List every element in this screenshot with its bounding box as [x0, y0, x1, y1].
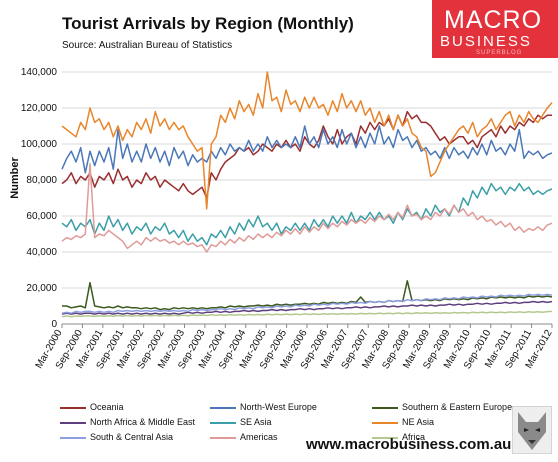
series-line-se-asia: [61, 182, 553, 246]
legend-item: South & Central Asia: [60, 432, 173, 442]
series-line-southern-eastern-europe: [62, 280, 553, 311]
legend-label: Africa: [402, 432, 426, 442]
logo-line-2: BUSINESS: [440, 33, 532, 50]
x-axis-ticks: Mar-2000Sep-2000Mar-2001Sep-2001Mar-2002…: [34, 324, 555, 371]
series-line-americas: [61, 163, 553, 253]
chart-series-lines: [61, 71, 553, 318]
legend-label: Americas: [240, 432, 278, 442]
legend-label: South & Central Asia: [90, 432, 174, 442]
logo-line-3: SUPERBLOG: [476, 50, 523, 56]
legend-swatch: [60, 421, 86, 424]
chart-grid: [62, 71, 552, 325]
y-tick-label: 60,000: [26, 211, 57, 222]
legend-swatch: [210, 406, 236, 409]
legend-item: NE Asia: [372, 417, 434, 427]
legend-item: Oceania: [60, 402, 124, 412]
series-line-oceania: [61, 110, 552, 199]
y-tick-label: 80,000: [26, 175, 57, 186]
chart-title: Tourist Arrivals by Region (Monthly): [62, 14, 354, 33]
legend-label: SE Asia: [240, 417, 272, 427]
series-line-north-africa-middle-east: [61, 300, 553, 315]
legend-swatch: [60, 406, 86, 409]
footer-url: www.macrobusiness.com.au: [306, 436, 512, 453]
legend-label: North Africa & Middle East: [90, 417, 196, 427]
legend-swatch: [372, 421, 398, 424]
wolf-logo-icon: [512, 406, 552, 454]
legend-swatch: [210, 421, 236, 424]
logo-line-1: MACRO: [444, 6, 543, 34]
line-chart: 0 20,000 40,000 60,000 80,000 100,000 120,000 1…: [9, 67, 555, 371]
series-line-ne-asia: [61, 71, 553, 210]
legend-item: North-West Europe: [210, 402, 317, 412]
legend-swatch: [60, 436, 86, 439]
legend-swatch: [372, 436, 398, 439]
chart-source: Source: Australian Bureau of Statistics: [62, 40, 233, 51]
y-axis-label: Number: [9, 157, 21, 199]
legend-label: North-West Europe: [240, 402, 317, 412]
y-tick-label: 20,000: [26, 283, 57, 294]
series-line-north-west-europe: [61, 125, 553, 174]
legend-label: NE Asia: [402, 417, 435, 427]
legend-label: Oceania: [90, 402, 124, 412]
y-tick-label: 140,000: [21, 67, 58, 78]
legend-item: Southern & Eastern Europe: [372, 402, 512, 412]
series-line-south-central-asia: [61, 293, 553, 314]
y-axis-ticks: 0 20,000 40,000 60,000 80,000 100,000 120,000 1…: [21, 67, 58, 330]
macrobusiness-logo: MACRO BUSINESS SUPERBLOG: [432, 0, 558, 58]
y-tick-label: 40,000: [26, 247, 57, 258]
legend-item: Africa: [372, 432, 425, 442]
y-tick-label: 120,000: [21, 103, 58, 114]
legend-item: North Africa & Middle East: [60, 417, 195, 427]
legend-swatch: [372, 406, 398, 409]
y-tick-label: 0: [51, 319, 57, 330]
legend-item: Americas: [210, 432, 278, 442]
legend-swatch: [210, 436, 236, 439]
y-tick-label: 100,000: [21, 139, 58, 150]
series-line-africa: [61, 310, 553, 318]
legend-label: Southern & Eastern Europe: [402, 402, 513, 412]
legend-item: SE Asia: [210, 417, 272, 427]
